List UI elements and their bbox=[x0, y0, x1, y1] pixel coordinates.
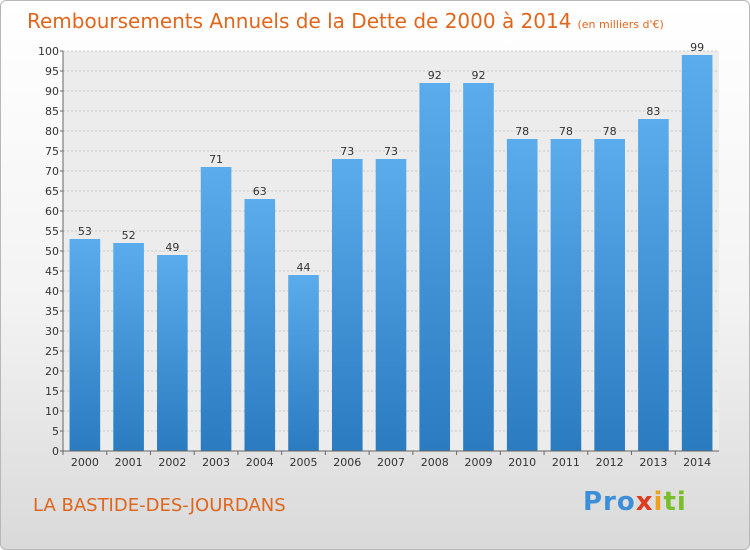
logo-part-1: Pro bbox=[583, 487, 636, 517]
y-tick-label: 65 bbox=[45, 185, 59, 198]
bar-2002 bbox=[157, 255, 188, 451]
value-label-2003: 71 bbox=[209, 153, 223, 166]
value-label-2014: 99 bbox=[690, 41, 704, 54]
bar-2012 bbox=[594, 139, 625, 451]
city-name: LA BASTIDE-DES-JOURDANS bbox=[33, 495, 286, 516]
value-label-2009: 92 bbox=[471, 69, 485, 82]
y-tick-label: 15 bbox=[45, 385, 59, 398]
y-tick-label: 85 bbox=[45, 105, 59, 118]
x-tick-label-2012: 2012 bbox=[596, 456, 624, 469]
bar-2000 bbox=[69, 239, 101, 451]
x-tick-label-2004: 2004 bbox=[246, 456, 274, 469]
y-tick-label: 55 bbox=[45, 225, 59, 238]
x-tick-label-2003: 2003 bbox=[202, 456, 230, 469]
logo-part-3: i bbox=[653, 487, 664, 517]
y-tick-label: 60 bbox=[45, 205, 59, 218]
bar-2013 bbox=[638, 119, 669, 451]
proxiti-logo[interactable]: Proxiti bbox=[583, 487, 687, 517]
x-tick-label-2011: 2011 bbox=[552, 456, 580, 469]
y-tick-label: 80 bbox=[45, 125, 59, 138]
chart-unit: (en milliers d'€) bbox=[577, 18, 664, 31]
y-tick-label: 35 bbox=[45, 305, 59, 318]
value-label-2008: 92 bbox=[428, 69, 442, 82]
value-label-2011: 78 bbox=[559, 125, 573, 138]
x-tick-label-2006: 2006 bbox=[333, 456, 361, 469]
y-tick-label: 45 bbox=[45, 265, 59, 278]
value-label-2000: 53 bbox=[78, 225, 92, 238]
logo-part-2: x bbox=[635, 487, 654, 517]
y-tick-label: 50 bbox=[45, 245, 59, 258]
x-tick-label-2005: 2005 bbox=[290, 456, 318, 469]
bar-2014 bbox=[681, 55, 713, 451]
value-label-2004: 63 bbox=[253, 185, 267, 198]
bar-2005 bbox=[288, 275, 319, 451]
logo-part-4: ti bbox=[663, 487, 687, 517]
value-label-2007: 73 bbox=[384, 145, 398, 158]
x-tick-label-2010: 2010 bbox=[508, 456, 536, 469]
y-tick-label: 20 bbox=[45, 365, 59, 378]
x-tick-label-2000: 2000 bbox=[71, 456, 99, 469]
value-label-2005: 44 bbox=[297, 261, 311, 274]
value-label-2013: 83 bbox=[646, 105, 660, 118]
bar-2004 bbox=[244, 199, 276, 451]
bar-2011 bbox=[550, 139, 582, 451]
bar-2010 bbox=[506, 139, 538, 451]
chart-title: Remboursements Annuels de la Dette de 20… bbox=[27, 9, 664, 33]
value-label-2012: 78 bbox=[603, 125, 617, 138]
value-label-2001: 52 bbox=[122, 229, 136, 242]
y-tick-label: 10 bbox=[45, 405, 59, 418]
x-tick-label-2009: 2009 bbox=[464, 456, 492, 469]
bar-2009 bbox=[463, 83, 494, 451]
y-tick-label: 95 bbox=[45, 65, 59, 78]
x-tick-label-2007: 2007 bbox=[377, 456, 405, 469]
bar-2007 bbox=[375, 159, 407, 451]
x-tick-label-2001: 2001 bbox=[115, 456, 143, 469]
y-tick-label: 90 bbox=[45, 85, 59, 98]
y-tick-label: 5 bbox=[52, 425, 59, 438]
bar-2003 bbox=[200, 167, 232, 451]
value-label-2002: 49 bbox=[165, 241, 179, 254]
bar-2001 bbox=[113, 243, 144, 451]
value-label-2006: 73 bbox=[340, 145, 354, 158]
y-tick-label: 40 bbox=[45, 285, 59, 298]
x-tick-label-2008: 2008 bbox=[421, 456, 449, 469]
y-tick-label: 30 bbox=[45, 325, 59, 338]
x-tick-label-2002: 2002 bbox=[158, 456, 186, 469]
bar-2006 bbox=[331, 159, 363, 451]
value-label-2010: 78 bbox=[515, 125, 529, 138]
y-tick-label: 25 bbox=[45, 345, 59, 358]
y-tick-label: 100 bbox=[38, 45, 59, 58]
bar-2008 bbox=[419, 83, 451, 451]
x-tick-label-2014: 2014 bbox=[683, 456, 711, 469]
chart-title-text: Remboursements Annuels de la Dette de 20… bbox=[27, 9, 572, 33]
y-tick-label: 75 bbox=[45, 145, 59, 158]
y-tick-label: 70 bbox=[45, 165, 59, 178]
x-tick-label-2013: 2013 bbox=[639, 456, 667, 469]
y-tick-label: 0 bbox=[52, 445, 59, 458]
